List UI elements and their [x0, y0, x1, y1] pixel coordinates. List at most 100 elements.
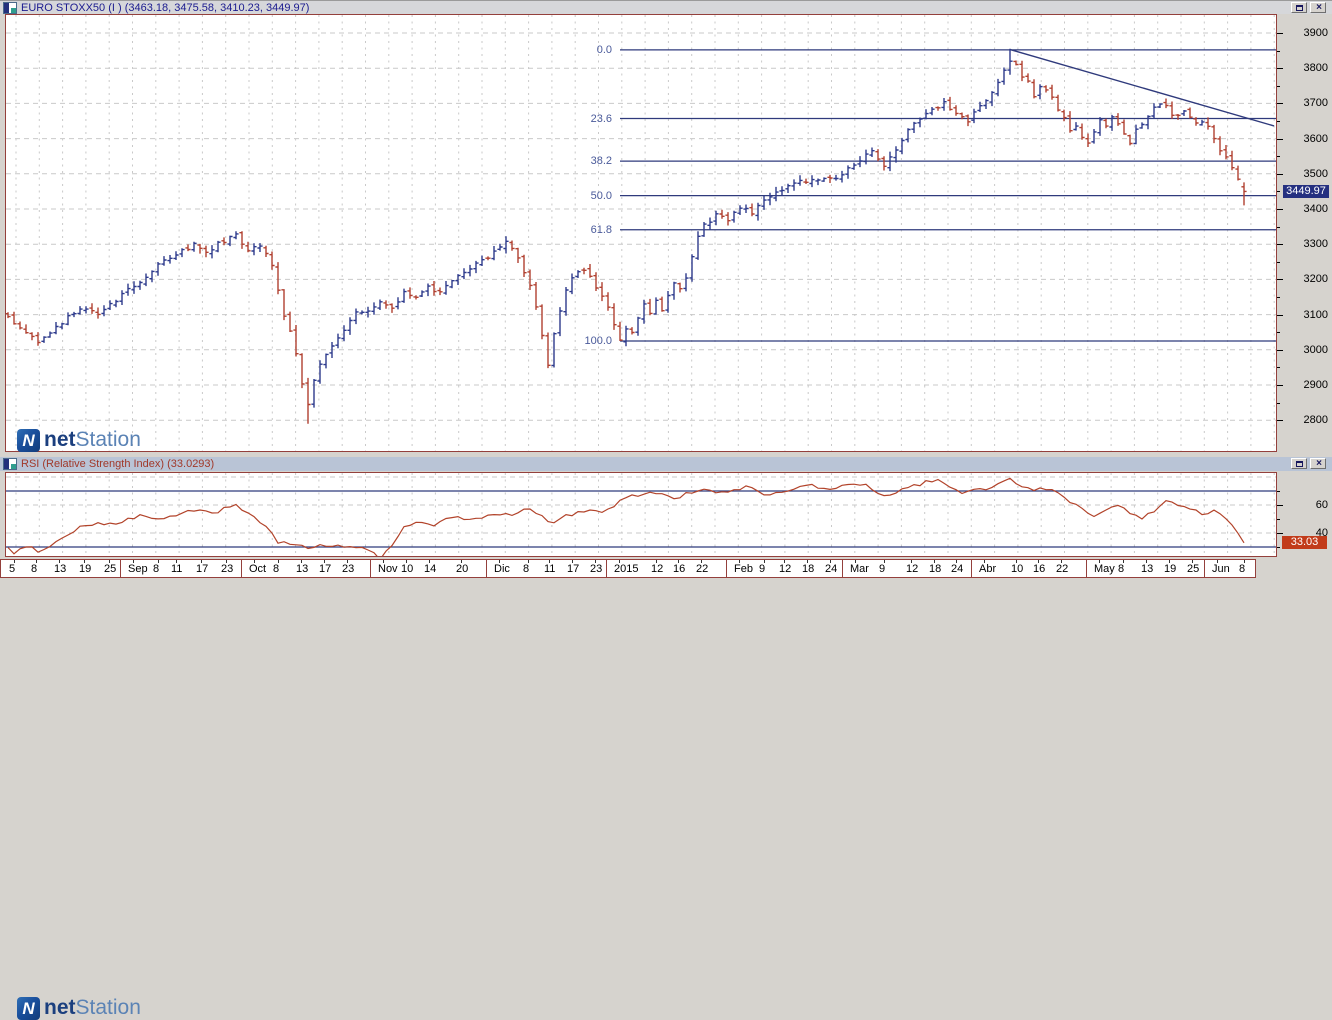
- date-axis-label: 9: [879, 563, 886, 575]
- date-axis-label: Feb: [734, 563, 753, 575]
- rsi-close-button[interactable]: ×: [1310, 458, 1326, 469]
- netstation-logo-net: net: [44, 996, 76, 1019]
- date-axis-label: Oct: [249, 563, 267, 575]
- date-axis[interactable]: 5 8 13 19 25 Sep 8 11 17 23 Oct 8 13 17 23 Nov 10 14 20 Dic…: [0, 559, 1256, 578]
- date-axis-tick: [347, 560, 348, 563]
- date-axis-tick: [784, 560, 785, 563]
- date-axis-label: 10: [401, 563, 414, 575]
- chart-window-icon: [3, 1, 17, 14]
- price-axis-minor-tick: [1277, 402, 1280, 404]
- date-axis-tick: [499, 560, 500, 563]
- date-axis-tick: [764, 560, 765, 563]
- date-axis-tick: [254, 560, 255, 563]
- price-axis-label: 3600: [1303, 132, 1328, 145]
- fib-label-61.8: 61.8: [590, 223, 612, 236]
- date-axis-label: 10: [1011, 563, 1024, 575]
- rsi-titlebar[interactable]: RSI (Relative Strength Index) (33.0293) …: [0, 457, 1332, 471]
- price-axis-tick: [1277, 314, 1283, 316]
- date-axis-label: 8: [1118, 563, 1125, 575]
- price-axis-label: 3300: [1303, 238, 1328, 251]
- date-axis-tick: [807, 560, 808, 563]
- price-axis-minor-tick: [1277, 121, 1280, 122]
- rsi-axis-label: 40: [1315, 527, 1328, 539]
- price-axis-tick: [1277, 385, 1283, 386]
- date-axis-label: 20: [456, 563, 469, 575]
- price-axis-tick: [1277, 68, 1283, 70]
- date-axis-tick: [855, 560, 856, 563]
- netstation-logo-station: Station: [75, 996, 141, 1019]
- date-axis-label: May: [1094, 563, 1115, 575]
- fib-label-0.0: 0.0: [596, 43, 612, 56]
- main-chart-titlebar[interactable]: EURO STOXX50 (I ) (3463.18, 3475.58, 341…: [0, 0, 1332, 14]
- price-axis-minor-tick: [1277, 226, 1280, 228]
- last-price-tag: 3449.97: [1283, 184, 1329, 198]
- date-axis-tick: [1061, 560, 1062, 563]
- month-separator: [606, 560, 607, 577]
- date-axis-label: 11: [171, 563, 183, 575]
- price-axis-label: 2800: [1303, 414, 1328, 427]
- month-separator: [486, 560, 487, 577]
- restore-icon: [1296, 5, 1303, 11]
- price-axis-tick: [1277, 103, 1283, 105]
- month-separator: [842, 560, 843, 577]
- date-axis-tick: [656, 560, 657, 563]
- month-separator: [726, 560, 727, 577]
- date-axis-tick: [461, 560, 462, 563]
- date-axis-label: 23: [342, 563, 355, 575]
- date-axis-label: 12: [779, 563, 792, 575]
- date-axis-tick: [84, 560, 85, 563]
- rsi-axis-tick: [1277, 533, 1283, 534]
- date-axis-tick: [324, 560, 325, 563]
- close-button[interactable]: ×: [1310, 2, 1326, 13]
- month-separator: [370, 560, 371, 577]
- price-axis-tick: [1277, 244, 1283, 246]
- date-axis-tick: [1123, 560, 1124, 563]
- price-axis-tick: [1277, 138, 1283, 140]
- date-axis-label: Nov: [378, 563, 398, 575]
- ohlc-chart-canvas[interactable]: [6, 15, 1276, 451]
- rsi-title: RSI (Relative Strength Index) (33.0293): [21, 458, 215, 470]
- price-grid: [6, 15, 1276, 451]
- netstation-logo-rsi: N net Station: [17, 996, 141, 1020]
- ohlc-bars-down: [6, 60, 1247, 424]
- fib-label-50.0: 50.0: [590, 189, 612, 202]
- price-axis-tick: [1277, 420, 1283, 422]
- price-axis-minor-tick: [1277, 297, 1280, 298]
- date-axis-tick: [1192, 560, 1193, 563]
- restore-button[interactable]: [1291, 2, 1307, 13]
- date-axis-tick: [619, 560, 620, 563]
- date-axis-tick: [14, 560, 15, 563]
- rsi-axis-tick: [1277, 505, 1283, 506]
- restore-icon: [1296, 461, 1303, 467]
- main-window-buttons: ×: [1291, 2, 1326, 13]
- date-axis-label: 19: [79, 563, 92, 575]
- date-axis-label: 18: [929, 563, 942, 575]
- date-axis-tick: [549, 560, 550, 563]
- date-axis-tick: [36, 560, 37, 563]
- price-axis-label: 3100: [1303, 308, 1328, 321]
- date-axis-tick: [739, 560, 740, 563]
- date-axis-label: 18: [802, 563, 815, 575]
- rsi-chart-canvas[interactable]: [6, 473, 1276, 556]
- price-axis-label: 3800: [1303, 62, 1328, 75]
- date-axis-label: 17: [567, 563, 580, 575]
- price-axis-label: 3900: [1303, 27, 1328, 39]
- date-axis-tick: [830, 560, 831, 563]
- date-axis-label: 23: [590, 563, 603, 575]
- date-axis-label: 16: [673, 563, 686, 575]
- date-axis-label: 13: [54, 563, 67, 575]
- date-axis-tick: [201, 560, 202, 563]
- rsi-plot[interactable]: N net Station: [5, 472, 1277, 1020]
- date-axis-label: 12: [651, 563, 664, 575]
- date-axis-tick: [884, 560, 885, 563]
- rsi-restore-button[interactable]: [1291, 458, 1307, 469]
- price-axis-label: 3200: [1303, 273, 1328, 286]
- date-axis-label: Dic: [494, 563, 510, 575]
- date-axis-label: 19: [1164, 563, 1177, 575]
- price-chart-plot[interactable]: 0.0 23.6 38.2 50.0 61.8 100.0 N net Station: [5, 14, 1277, 452]
- date-axis-tick: [956, 560, 957, 563]
- trendline: [1009, 48, 1275, 127]
- close-icon: ×: [1316, 458, 1322, 469]
- netstation-logo-icon: N: [17, 996, 40, 1020]
- date-axis-label: 9: [759, 563, 766, 575]
